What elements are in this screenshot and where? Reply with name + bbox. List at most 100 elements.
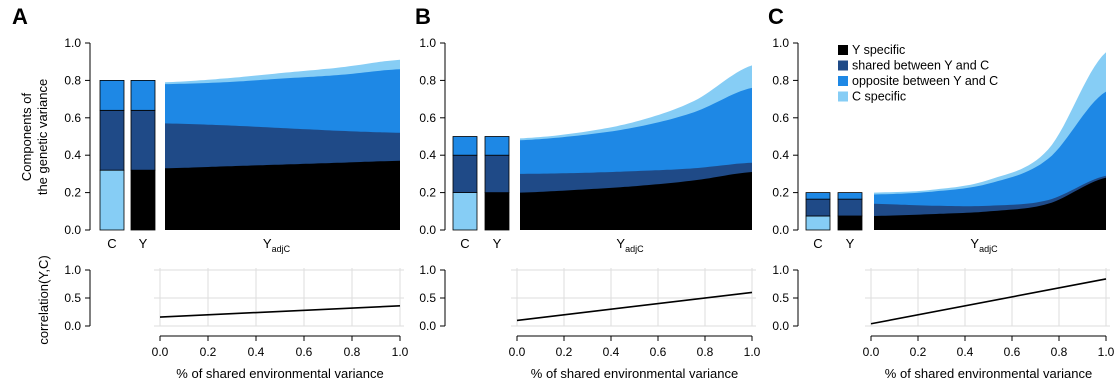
bar-segment-shared [99,109,125,171]
legend-label: Y specific [852,43,905,57]
correlation-line [870,278,1107,325]
bottom-x-tick-label: 0.6 [1004,345,1021,359]
y-axis-title-top-line1: Components of [19,93,34,182]
correlation-line [516,291,753,322]
bottom-x-tick-label: 0.4 [957,345,974,359]
yadjc-area [874,52,1106,230]
top-y-axis: 0.0 0.2 0.4 0.6 0.8 1.0 [772,36,799,237]
bottom-x-axis-title: % of shared environmental variance [176,366,383,381]
correlation-plot: 0.0 0.5 1.0 0.0 0.2 0.4 0.6 0.8 1.0 % of shared e… [772,263,1114,381]
bottom-x-tick-label: 0.6 [650,345,667,359]
area-y-specific [165,160,400,230]
top-y-tick-label: 0.6 [772,111,789,125]
category-label-yadjc-main: Y [616,236,625,251]
panel-letter: C [768,4,784,29]
bar-segment-opposite [484,136,510,156]
panel-letter: B [415,4,431,29]
legend-swatch-c-specific [838,91,848,102]
bottom-x-tick-label: 0.2 [556,345,573,359]
category-label-yadjc: YadjC [970,236,998,254]
bar-c [805,192,831,231]
bar-y [837,192,863,231]
bar-segment-y-specific [484,192,510,231]
area-y-specific [874,177,1106,230]
legend-label: shared between Y and C [852,59,989,73]
bottom-x-tick-label: 0.2 [910,345,927,359]
bottom-x-tick-label: 1.0 [744,345,761,359]
bar-segment-shared [130,109,156,171]
bottom-x-tick-label: 0.8 [344,345,361,359]
top-y-tick-label: 0.0 [64,223,81,237]
bottom-y-tick-label: 0.0 [419,319,436,333]
top-y-tick-label: 0.8 [64,73,81,87]
area-opposite [874,91,1106,230]
top-y-tick-label: 0.2 [772,186,789,200]
top-y-tick-label: 0.8 [419,73,436,87]
category-label-yadjc-sub: adjC [979,244,998,254]
category-label-yadjc-sub: adjC [272,244,291,254]
bottom-x-tick-label: 0.4 [603,345,620,359]
correlation-plot: 0.0 0.5 1.0 0.0 0.2 0.4 0.6 0.8 1.0 % of shared e… [64,263,408,381]
legend: Y specific shared between Y and Copposite… [838,43,998,104]
bar-segment-c-specific [99,169,125,231]
top-y-tick-label: 0.0 [419,223,436,237]
bar-segment-opposite [130,80,156,111]
bottom-x-axis-title: % of shared environmental variance [531,366,738,381]
top-y-tick-label: 0.0 [772,223,789,237]
correlation-plot: 0.0 0.5 1.0 0.0 0.2 0.4 0.6 0.8 1.0 % of shared e… [419,263,760,381]
bottom-x-tick-label: 0.0 [863,345,880,359]
bottom-x-tick-label: 0.8 [697,345,714,359]
category-label-c: C [813,236,822,251]
top-y-axis: 0.0 0.2 0.4 0.6 0.8 1.0 [419,36,446,237]
yadjc-area [520,65,752,231]
bottom-x-tick-label: 0.0 [152,345,169,359]
top-y-tick-label: 0.8 [772,73,789,87]
bottom-y-tick-label: 1.0 [419,263,436,277]
bottom-y-tick-label: 0.5 [772,291,789,305]
bar-segment-shared [484,154,510,193]
top-y-tick-label: 0.2 [419,186,436,200]
bottom-x-tick-label: 1.0 [1098,345,1115,359]
legend-label: C specific [852,90,906,104]
category-label-y: Y [493,236,502,251]
bottom-x-tick-label: 0.4 [248,345,265,359]
top-y-tick-label: 0.4 [64,148,81,162]
legend-swatch-opposite [838,76,848,86]
category-label-y: Y [846,236,855,251]
bottom-y-tick-label: 1.0 [64,263,81,277]
bottom-y-tick-label: 0.0 [772,319,789,333]
bar-segment-opposite [837,192,863,200]
top-y-tick-label: 0.2 [64,186,81,200]
bottom-x-tick-label: 0.6 [296,345,313,359]
legend-swatch-shared [838,60,848,71]
bottom-y-tick-label: 0.0 [64,319,81,333]
category-label-yadjc-sub: adjC [625,244,644,254]
top-y-tick-label: 0.6 [64,111,81,125]
y-axis-title-top: Components of the genetic variance [19,79,50,195]
legend-label: opposite between Y and C [852,74,998,88]
category-label-yadjc-main: Y [970,236,979,251]
bottom-x-tick-label: 0.2 [200,345,217,359]
category-label-c: C [107,236,116,251]
y-axis-title-bottom: correlation(Y,C) [36,255,51,344]
bar-y [484,136,510,231]
yadjc-area [165,59,400,230]
bottom-y-tick-label: 1.0 [772,263,789,277]
category-label-y: Y [139,236,148,251]
bottom-y-tick-label: 0.5 [419,291,436,305]
bar-c [452,136,478,231]
top-y-tick-label: 0.6 [419,111,436,125]
bar-segment-opposite [805,192,831,200]
top-y-tick-label: 1.0 [419,36,436,50]
category-label-yadjc: YadjC [616,236,644,254]
top-y-axis: 0.0 0.2 0.4 0.6 0.8 1.0 [64,36,91,237]
bar-segment-c-specific [805,215,831,231]
bar-y [130,80,156,231]
category-label-yadjc: YadjC [263,236,291,254]
bar-segment-shared [805,198,831,217]
top-y-tick-label: 1.0 [64,36,81,50]
bar-segment-y-specific [837,215,863,231]
